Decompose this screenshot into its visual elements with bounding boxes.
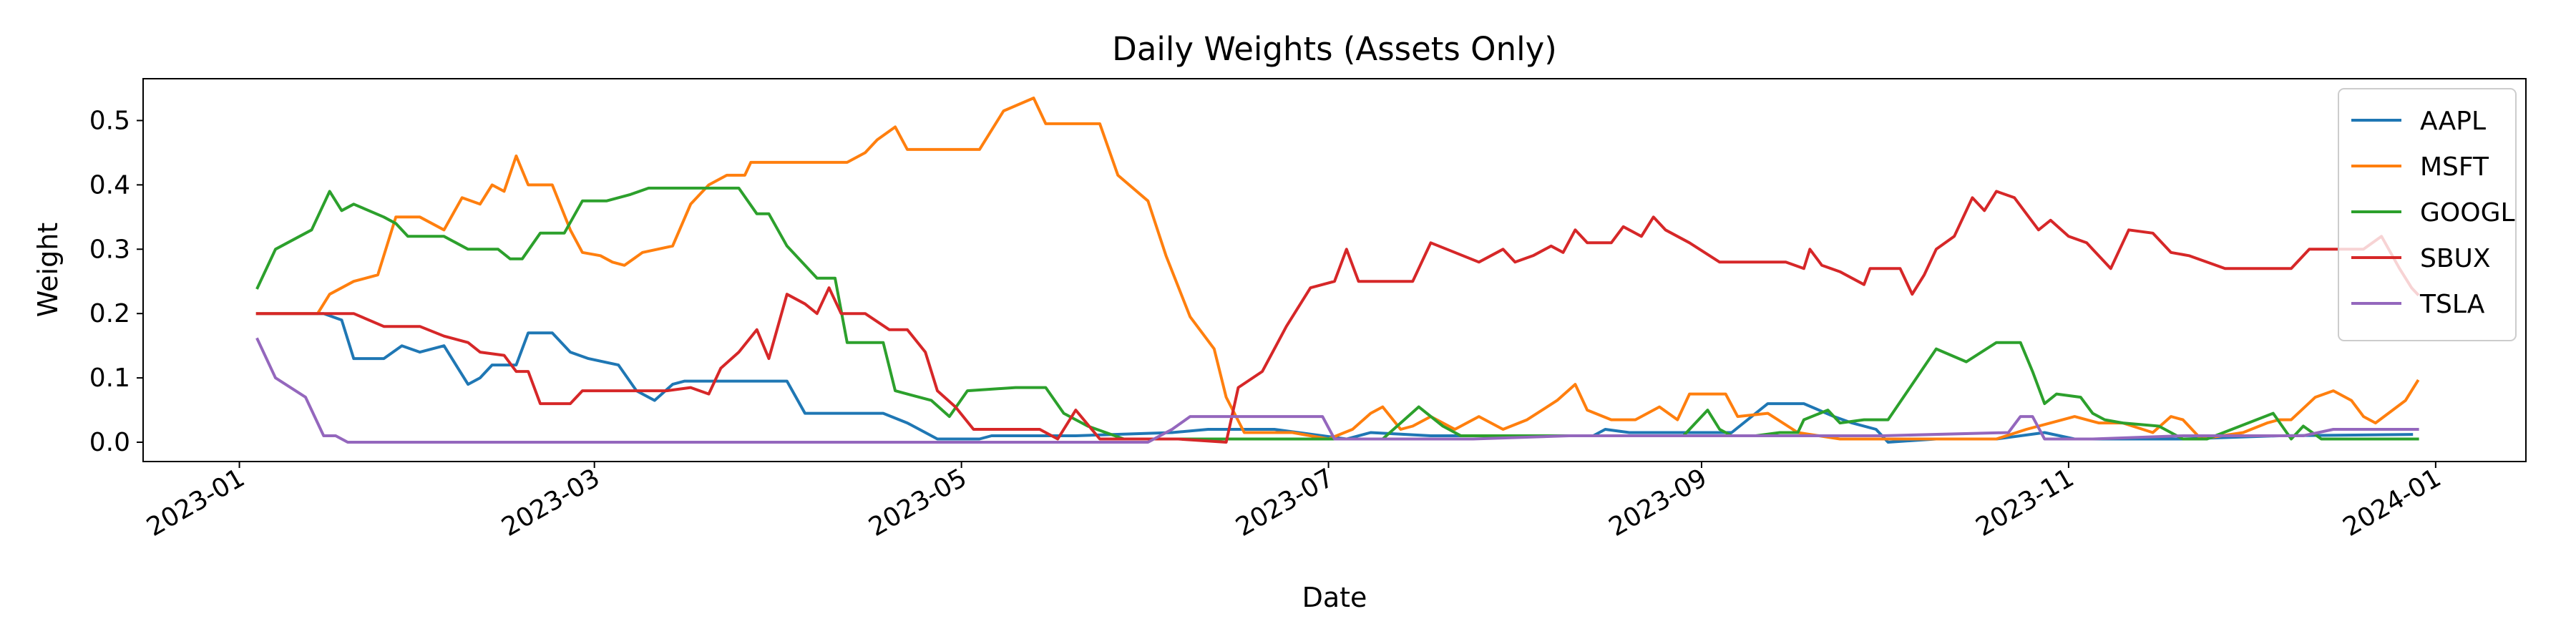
plot-area [143,79,2526,462]
axes-border [142,78,2527,462]
y-tick-label: 0.5 [89,106,130,135]
legend-box [2338,88,2517,341]
y-tick-label: 0.3 [89,235,130,264]
x-tick-label: 2023-03 [497,463,605,542]
series-line-googl [255,186,2419,441]
x-tick-label: 2023-01 [142,463,250,542]
y-tick-label: 0.2 [89,299,130,328]
series-line-sbux [255,190,2420,444]
x-axis-label: Date [1302,582,1367,613]
x-tick-label: 2023-09 [1604,463,1712,542]
chart-title: Daily Weights (Assets Only) [1112,30,1557,68]
x-tick-label: 2023-11 [1971,463,2079,542]
y-tick-label: 0.0 [89,428,130,457]
legend: AAPL MSFT GOOGL SBUX TSLA [2338,88,2517,341]
x-tick-label: 2024-01 [2338,463,2446,542]
plot-frame [142,78,2527,462]
x-axis: 2023-01 2023-03 2023-05 2023-07 2023-09 2023-… [142,462,2446,542]
series-line-tsla [255,337,2419,444]
y-axis-label: Weight [32,223,64,317]
legend-label-tsla: TSLA [2419,290,2485,319]
legend-label-googl: GOOGL [2420,198,2515,228]
x-tick-label: 2023-05 [864,463,972,542]
y-tick-label: 0.1 [89,364,130,393]
y-tick-label: 0.4 [89,170,130,200]
x-tick-label: 2023-07 [1231,463,1339,542]
legend-label-sbux: SBUX [2420,244,2491,273]
y-axis: 0.0 0.1 0.2 0.3 0.4 0.5 [89,106,143,457]
series-lines [255,97,2420,444]
legend-label-msft: MSFT [2420,152,2489,182]
series-line-aapl [255,312,2414,444]
legend-label-aapl: AAPL [2420,107,2486,136]
